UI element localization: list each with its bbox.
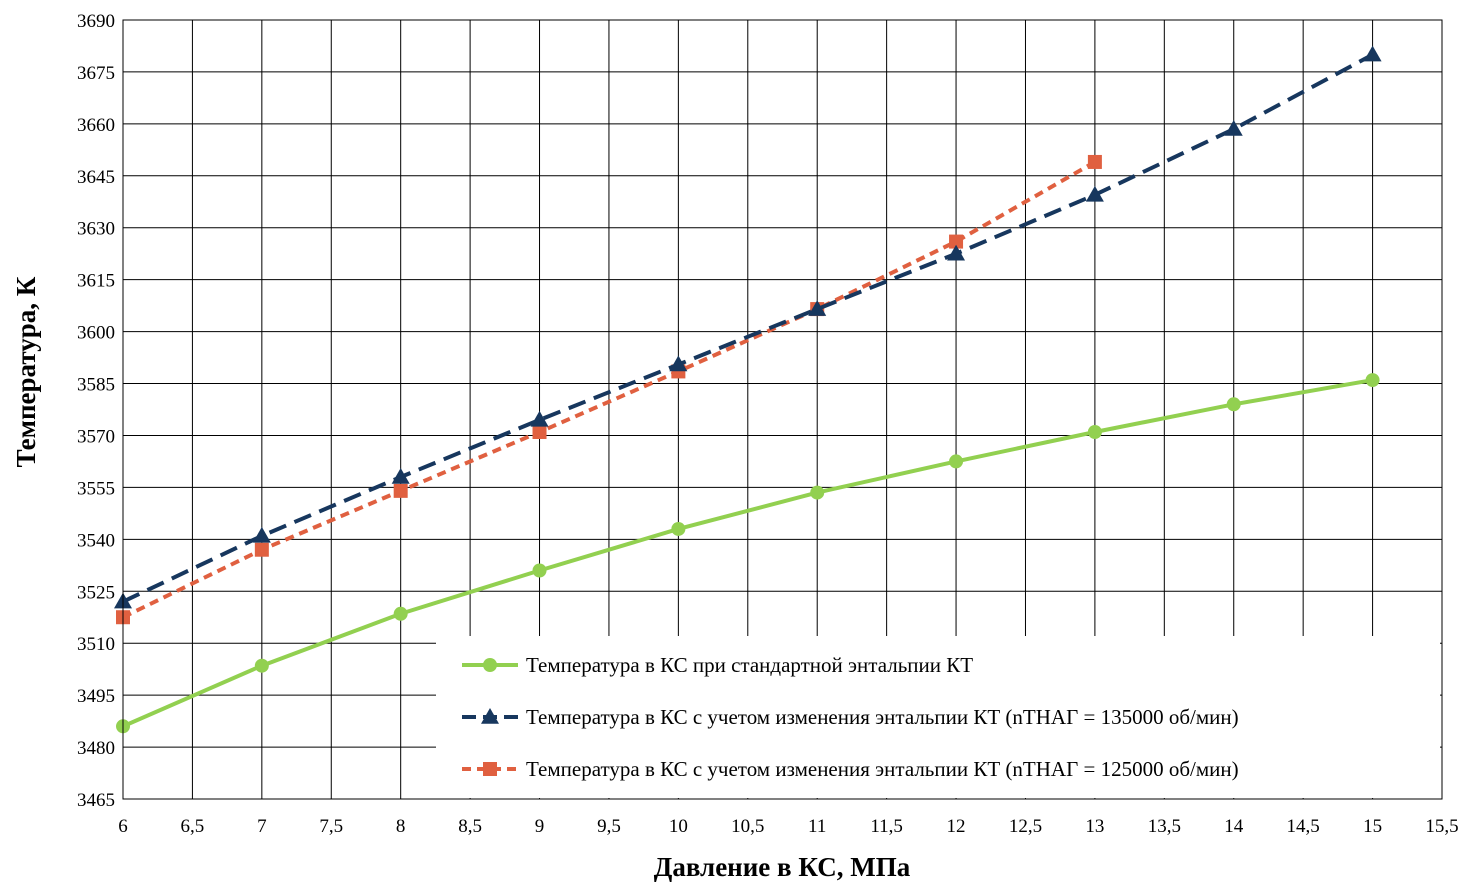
x-tick-label: 12,5 (1009, 816, 1042, 837)
x-tick-label: 8 (396, 816, 406, 837)
series-135000-rpm (114, 45, 1382, 609)
series-line (122, 378, 1373, 729)
data-point (949, 454, 964, 469)
legend: Температура в КС при стандартной энтальп… (436, 636, 1440, 798)
y-tick-label: 3525 (77, 582, 115, 603)
data-point (532, 563, 547, 578)
data-point (669, 355, 688, 372)
y-tick-label: 3630 (77, 219, 115, 240)
data-point (1087, 425, 1102, 440)
data-point (671, 521, 686, 536)
y-tick-label: 3600 (77, 323, 115, 344)
x-tick-label: 15 (1363, 816, 1382, 837)
legend-item: Температура в КС с учетом изменения энта… (462, 757, 1239, 781)
y-tick-label: 3540 (77, 530, 115, 551)
data-point (808, 300, 827, 316)
series-standard-enthalpy (116, 373, 1380, 734)
legend-label: Температура в КС с учетом изменения энта… (526, 757, 1239, 781)
x-tick-label: 7 (257, 816, 267, 837)
x-tick-label: 8,5 (458, 816, 482, 837)
y-tick-label: 3645 (77, 167, 115, 188)
plot-border (122, 19, 1443, 800)
x-tick-label: 11,5 (870, 816, 903, 837)
data-point (1365, 373, 1380, 388)
x-tick-label: 13 (1085, 816, 1104, 837)
legend-item: Температура в КС при стандартной энтальп… (462, 653, 973, 677)
y-tick-label: 3570 (77, 426, 115, 447)
y-tick-label: 3555 (77, 478, 115, 499)
data-point (1087, 154, 1102, 169)
data-point (1085, 185, 1104, 202)
x-tick-label: 7,5 (319, 816, 343, 837)
data-point (391, 468, 410, 484)
tick-labels: 6 6,5 7 7,5 8 8,5 9 9,5 10 10,5 11 11,5 12 12,5 13 13,5… (77, 11, 1459, 837)
y-tick-label: 3510 (77, 634, 115, 655)
legend-marker (483, 658, 497, 672)
y-tick-label: 3615 (77, 271, 115, 292)
x-tick-label: 6,5 (181, 816, 205, 837)
series-line (122, 160, 1096, 620)
data-point (810, 485, 825, 500)
x-tick-label: 15,5 (1425, 816, 1458, 837)
legend-box (436, 636, 1440, 798)
x-axis-title: Давление в КС, МПа (654, 852, 911, 882)
y-tick-label: 3675 (77, 63, 115, 84)
x-tick-label: 14,5 (1287, 816, 1320, 837)
x-tick-label: 13,5 (1148, 816, 1181, 837)
legend-marker (483, 762, 497, 776)
data-point (947, 244, 966, 261)
legend-item: Температура в КС с учетом изменения энта… (462, 705, 1239, 729)
x-tick-label: 12 (947, 816, 966, 837)
data-point (532, 425, 547, 440)
legend-label: Температура в КС при стандартной энтальп… (526, 653, 973, 677)
x-tick-label: 9,5 (597, 816, 621, 837)
data-point (393, 483, 408, 498)
x-tick-label: 9 (535, 816, 545, 837)
x-tick-label: 14 (1224, 816, 1244, 837)
data-point (1224, 120, 1243, 136)
data-point (530, 410, 549, 427)
y-tick-label: 3465 (77, 790, 115, 811)
y-tick-label: 3495 (77, 686, 115, 707)
series-group (114, 45, 1382, 734)
x-tick-label: 11 (808, 816, 826, 837)
x-tick-label: 10 (669, 816, 688, 837)
data-point (1226, 397, 1241, 412)
data-point (393, 606, 408, 621)
y-tick-label: 3585 (77, 375, 115, 396)
y-tick-label: 3660 (77, 115, 115, 136)
x-tick-label: 6 (118, 816, 128, 837)
data-point (254, 542, 269, 557)
data-point (254, 658, 269, 673)
series-line (122, 52, 1374, 604)
data-point (949, 234, 964, 249)
legend-marker (481, 708, 499, 724)
y-tick-label: 3480 (77, 738, 115, 759)
data-point (1363, 45, 1382, 62)
data-point (252, 526, 271, 543)
y-tick-label: 3690 (77, 11, 115, 32)
y-axis-title: Температура, К (11, 276, 41, 467)
legend-label: Температура в КС с учетом изменения энта… (526, 705, 1239, 729)
x-tick-label: 10,5 (731, 816, 764, 837)
